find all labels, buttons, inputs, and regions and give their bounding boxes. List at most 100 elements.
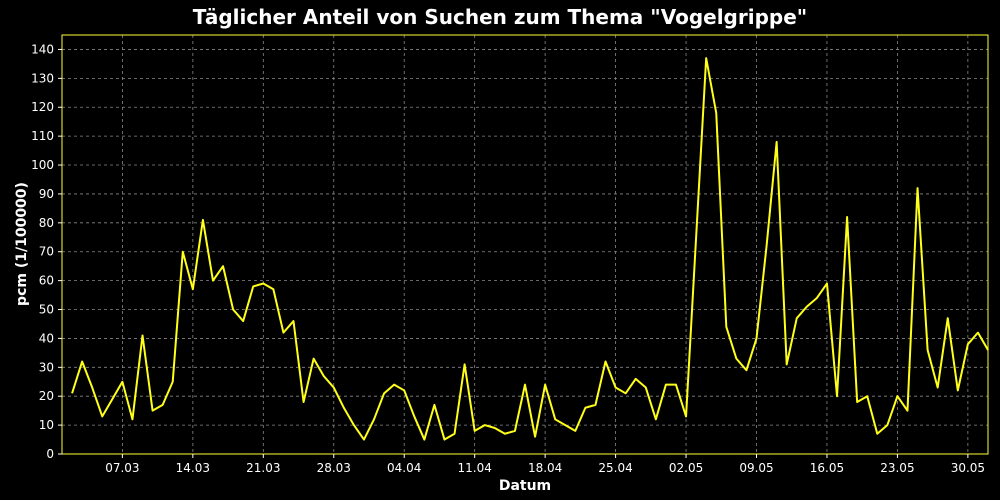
x-tick-label: 25.04 — [598, 461, 632, 475]
data-point — [846, 216, 848, 218]
x-axis-label: Datum — [499, 478, 551, 494]
data-point — [574, 430, 576, 432]
x-tick-label: 09.05 — [739, 461, 773, 475]
data-point — [282, 332, 284, 334]
data-point — [625, 392, 627, 394]
x-tick-label: 07.03 — [105, 461, 139, 475]
data-point — [896, 395, 898, 397]
x-tick-label: 30.05 — [951, 461, 985, 475]
series-layer — [71, 57, 989, 441]
y-axis-label: pcm (1/100000) — [14, 182, 30, 306]
data-point — [594, 404, 596, 406]
data-point — [393, 384, 395, 386]
data-point — [766, 245, 768, 247]
data-point — [111, 398, 113, 400]
data-point — [373, 418, 375, 420]
data-point — [866, 395, 868, 397]
data-point — [927, 349, 929, 351]
data-point — [142, 335, 144, 337]
data-point — [433, 404, 435, 406]
data-point — [131, 418, 133, 420]
y-tick-label: 70 — [39, 245, 54, 259]
y-tick-label: 80 — [39, 216, 54, 230]
data-point — [172, 381, 174, 383]
x-axis-ticks: 07.03 14.03 21.03 28.03 04.04 11.04 18.04 25.04… — [105, 454, 985, 475]
y-axis-ticks: 0 10 20 30 40 50 60 70 80 90 100 110 120 130 140 — [31, 42, 62, 461]
data-point — [202, 219, 204, 221]
data-point — [514, 430, 516, 432]
y-tick-label: 30 — [39, 360, 54, 374]
x-tick-label: 16.05 — [810, 461, 844, 475]
data-point — [413, 415, 415, 417]
data-point — [81, 361, 83, 363]
data-point — [252, 285, 254, 287]
data-point — [121, 381, 123, 383]
data-point — [776, 141, 778, 143]
data-point — [705, 57, 707, 59]
data-point — [403, 389, 405, 391]
data-point — [182, 251, 184, 253]
data-point — [735, 358, 737, 360]
data-point — [675, 384, 677, 386]
x-tick-label: 23.05 — [880, 461, 914, 475]
data-point — [957, 389, 959, 391]
data-point — [272, 288, 274, 290]
data-point — [564, 424, 566, 426]
x-tick-label: 02.05 — [669, 461, 703, 475]
chart-title: Täglicher Anteil von Suchen zum Thema "V… — [193, 5, 807, 29]
data-point — [655, 418, 657, 420]
y-tick-label: 50 — [39, 303, 54, 317]
data-point — [524, 384, 526, 386]
data-point — [293, 320, 295, 322]
data-point — [756, 337, 758, 339]
data-point — [796, 317, 798, 319]
y-tick-label: 20 — [39, 389, 54, 403]
data-point — [192, 288, 194, 290]
data-point — [152, 410, 154, 412]
data-point — [162, 404, 164, 406]
x-tick-label: 21.03 — [246, 461, 280, 475]
data-point — [494, 427, 496, 429]
y-tick-label: 120 — [31, 100, 54, 114]
data-point — [635, 378, 637, 380]
data-point — [101, 415, 103, 417]
data-point — [715, 112, 717, 114]
y-tick-label: 60 — [39, 274, 54, 288]
data-point — [584, 407, 586, 409]
data-point — [303, 401, 305, 403]
plot-frame — [61, 34, 989, 455]
data-point — [333, 387, 335, 389]
data-point — [695, 236, 697, 238]
data-point — [917, 187, 919, 189]
data-point — [886, 424, 888, 426]
y-tick-label: 110 — [31, 129, 54, 143]
data-point — [645, 387, 647, 389]
data-point — [443, 439, 445, 441]
data-point — [836, 395, 838, 397]
data-point — [353, 424, 355, 426]
y-tick-label: 10 — [39, 418, 54, 432]
data-point — [947, 317, 949, 319]
data-point — [967, 343, 969, 345]
data-point — [313, 358, 315, 360]
x-tick-label: 04.04 — [387, 461, 421, 475]
data-point — [826, 283, 828, 285]
data-point — [745, 369, 747, 371]
data-point — [665, 384, 667, 386]
y-tick-label: 40 — [39, 331, 54, 345]
x-tick-label: 14.03 — [176, 461, 210, 475]
data-point — [222, 265, 224, 267]
data-point — [323, 375, 325, 377]
data-point — [876, 433, 878, 435]
data-point — [806, 306, 808, 308]
series-line — [71, 57, 989, 441]
data-point — [816, 297, 818, 299]
x-tick-label: 28.03 — [317, 461, 351, 475]
y-tick-label: 90 — [39, 187, 54, 201]
x-tick-label: 18.04 — [528, 461, 562, 475]
data-point — [423, 439, 425, 441]
data-point — [534, 436, 536, 438]
data-point — [977, 332, 979, 334]
